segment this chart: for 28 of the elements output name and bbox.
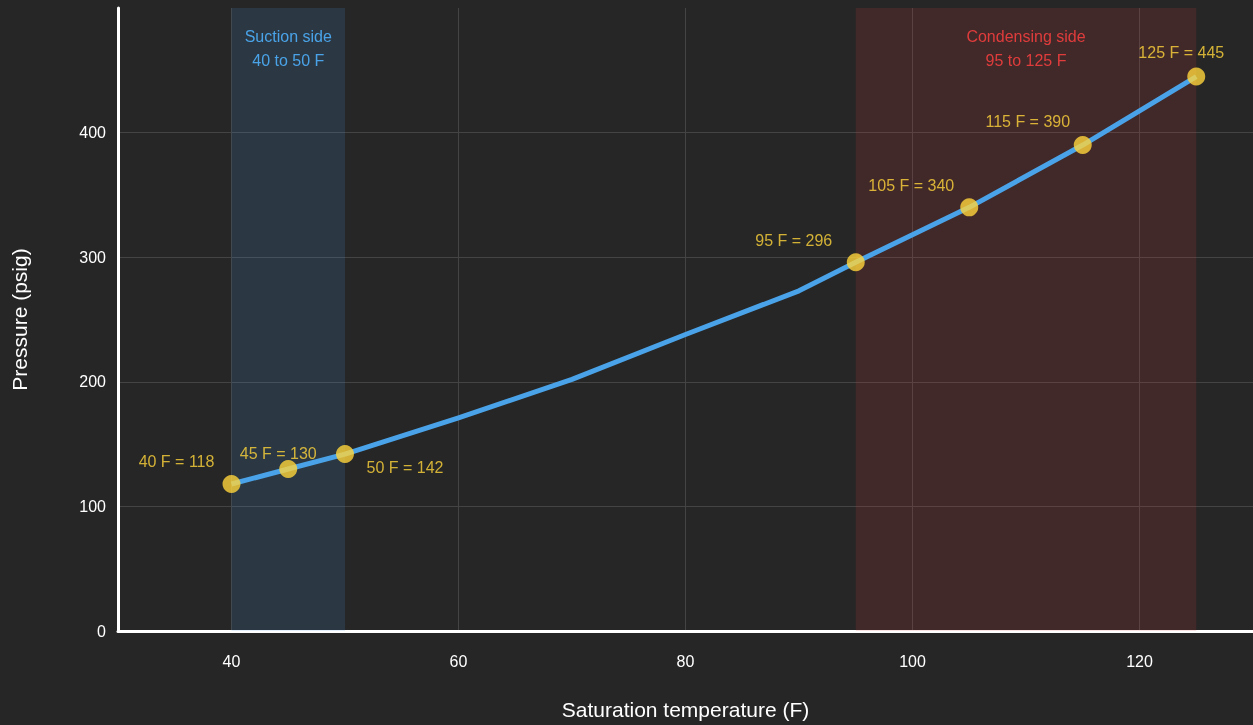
data-label: 105 F = 340 (868, 176, 955, 194)
data-label: 95 F = 296 (755, 231, 833, 249)
data-label: 115 F = 390 (985, 112, 1071, 130)
y-tick-label: 400 (79, 124, 107, 142)
y-axis-title: Pressure (psig) (8, 248, 31, 391)
x-tick-label: 80 (676, 652, 695, 670)
point (222, 474, 241, 493)
data-label: 125 F = 445 (1138, 44, 1225, 62)
x-tick-label: 60 (449, 652, 468, 670)
y-tick-label: 200 (79, 373, 107, 391)
point (960, 198, 979, 217)
band-label: Condensing side 95 to 125 F (966, 27, 1086, 69)
x-axis-title: Saturation temperature (F) (561, 698, 810, 721)
band-label: Suction side 40 to 50 F (244, 27, 332, 69)
y-tick-label: 0 (97, 622, 107, 640)
x-tick-label: 40 (222, 652, 241, 670)
data-label: 40 F = 118 (138, 453, 215, 471)
data-label: 50 F = 142 (366, 458, 444, 476)
point (336, 445, 354, 464)
point (1187, 67, 1206, 86)
x-tick-label: 120 (1126, 652, 1153, 670)
x-tick-label: 100 (899, 652, 926, 670)
data-label: 45 F = 130 (239, 444, 317, 462)
point (279, 460, 298, 479)
y-tick-label: 300 (79, 248, 107, 266)
point (1073, 136, 1092, 155)
y-tick-label: 100 (79, 497, 107, 515)
point (846, 253, 865, 272)
